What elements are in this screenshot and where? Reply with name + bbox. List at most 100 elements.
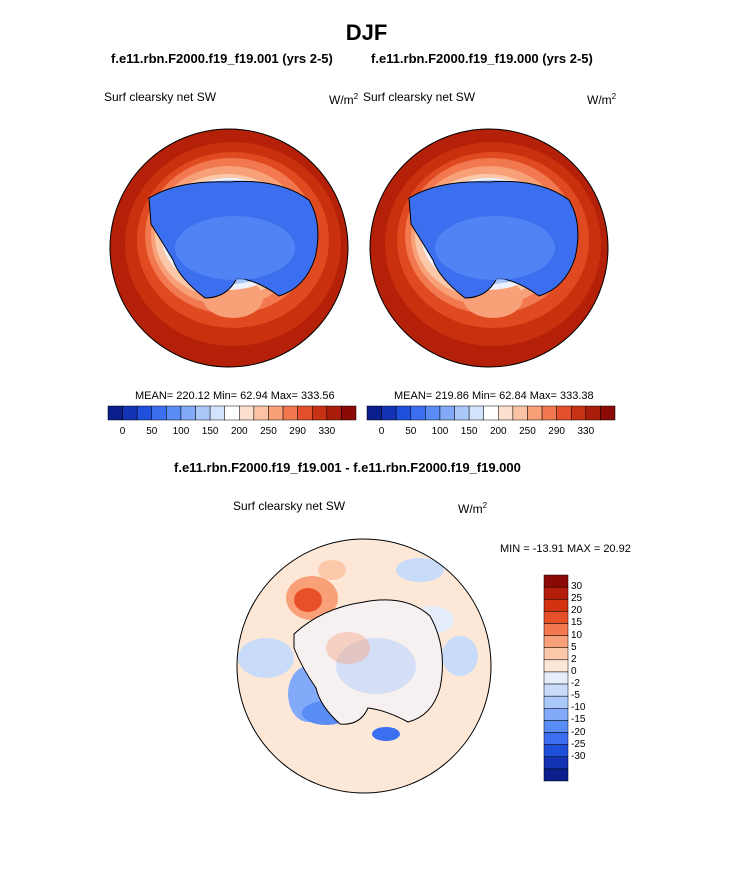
colorbar-swatch — [311, 405, 328, 421]
colorbar-swatch — [395, 405, 412, 421]
colorbar-swatch — [543, 671, 569, 685]
colorbar-tick-label: 250 — [519, 426, 536, 437]
colorbar-tick-label: 330 — [577, 426, 595, 437]
colorbar-swatch — [268, 405, 284, 421]
colorbar-swatch — [195, 405, 211, 421]
colorbar-tick-label: 15 — [571, 617, 583, 629]
colorbar-swatch — [326, 405, 342, 421]
colorbar-swatch — [341, 405, 357, 421]
colorbar-swatch — [381, 405, 397, 421]
colorbar-swatch — [543, 574, 569, 588]
colorbar-swatch — [543, 695, 569, 709]
colorbar-tick-label: 330 — [318, 426, 336, 437]
colorbar-swatch — [600, 405, 616, 421]
colorbar-swatch — [425, 405, 441, 421]
colorbar-swatch — [527, 405, 543, 421]
right-panel-title: f.e11.rbn.F2000.f19_f19.000 (yrs 2-5) — [371, 51, 593, 66]
colorbar-swatch — [122, 405, 138, 421]
colorbar-swatch — [543, 708, 569, 721]
colorbar-swatch — [543, 720, 569, 733]
colorbar-swatch — [136, 405, 153, 421]
colorbar-swatch — [410, 405, 426, 421]
diff-stats: MIN = -13.91 MAX = 20.92 — [500, 543, 631, 555]
colorbar-tick-label: 50 — [146, 426, 158, 437]
left-units-label: W/m2 — [329, 92, 359, 107]
colorbar-tick-label: 5 — [571, 641, 577, 653]
colorbar-tick-label: 290 — [289, 426, 306, 437]
colorbar-swatch — [543, 623, 569, 636]
colorbar-tick-label: 30 — [571, 581, 583, 593]
colorbar-tick-label: 290 — [548, 426, 565, 437]
diff-units-label: W/m2 — [458, 501, 488, 516]
colorbar-tick-label: 25 — [571, 593, 583, 605]
colorbar-swatch — [543, 732, 569, 745]
colorbar-swatch — [224, 405, 240, 421]
colorbar-swatch — [556, 405, 572, 421]
colorbar-tick-label: 200 — [489, 426, 507, 437]
right-units-label: W/m2 — [587, 92, 617, 107]
colorbar-tick-label: 0 — [119, 426, 126, 437]
colorbar-swatch — [439, 405, 455, 421]
colorbar-swatch — [297, 405, 313, 421]
colorbar-swatch — [498, 405, 514, 421]
colorbar-swatch — [543, 756, 569, 770]
diff-colorbar — [543, 574, 569, 782]
colorbar-tick-label: 250 — [260, 426, 277, 437]
colorbar-tick-label: -10 — [571, 702, 586, 714]
colorbar-tick-label: 50 — [405, 426, 417, 437]
colorbar-swatch — [543, 611, 569, 624]
colorbar-tick-label: 0 — [378, 426, 385, 437]
colorbar-tick-label: 0 — [571, 665, 577, 677]
colorbar-tick-label: -15 — [571, 714, 586, 726]
colorbar-swatch — [468, 405, 484, 421]
colorbar-swatch — [180, 405, 196, 421]
colorbar-tick-label: -2 — [571, 678, 580, 690]
colorbar-tick-label: 150 — [201, 426, 219, 437]
left-panel-title: f.e11.rbn.F2000.f19_f19.001 (yrs 2-5) — [111, 51, 333, 66]
colorbar-swatch — [166, 405, 182, 421]
colorbar-tick-label: 100 — [431, 426, 449, 437]
colorbar-tick-label: -5 — [571, 690, 580, 702]
colorbar-swatch — [543, 768, 569, 782]
colorbar-swatch — [543, 744, 569, 758]
diff-variable-label: Surf clearsky net SW — [233, 499, 346, 513]
colorbar-swatch — [512, 405, 528, 421]
left-stats: MEAN= 220.12 Min= 62.94 Max= 333.56 — [135, 390, 335, 402]
colorbar-swatch — [541, 405, 557, 421]
colorbar-swatch — [543, 598, 569, 612]
colorbar-tick-label: 2 — [571, 653, 577, 665]
left-polar-map — [109, 128, 349, 368]
colorbar-swatch — [483, 405, 499, 421]
difference-title: f.e11.rbn.F2000.f19_f19.001 - f.e11.rbn.… — [174, 460, 521, 475]
right-stats: MEAN= 219.86 Min= 62.84 Max= 333.38 — [394, 390, 594, 402]
colorbar-swatch — [543, 586, 569, 600]
colorbar-swatch — [239, 405, 255, 421]
colorbar-swatch — [282, 405, 298, 421]
colorbar-swatch — [454, 405, 470, 421]
colorbar-swatch — [543, 659, 569, 673]
colorbar-tick-label: 10 — [571, 629, 583, 641]
right-colorbar — [366, 405, 616, 421]
colorbar-tick-label: 200 — [230, 426, 248, 437]
colorbar-tick-label: 150 — [460, 426, 478, 437]
colorbar-swatch — [543, 683, 569, 697]
right-variable-label: Surf clearsky net SW — [363, 90, 476, 104]
colorbar-tick-label: -20 — [571, 726, 586, 738]
colorbar-swatch — [543, 647, 569, 661]
colorbar-tick-label: -25 — [571, 738, 586, 750]
colorbar-swatch — [107, 405, 123, 421]
colorbar-swatch — [151, 405, 167, 421]
colorbar-swatch — [570, 405, 587, 421]
colorbar-swatch — [366, 405, 382, 421]
right-polar-map — [369, 128, 609, 368]
left-variable-label: Surf clearsky net SW — [104, 90, 217, 104]
colorbar-swatch — [543, 635, 569, 648]
left-colorbar — [107, 405, 357, 421]
colorbar-swatch — [253, 405, 269, 421]
colorbar-tick-label: 20 — [571, 605, 583, 617]
colorbar-swatch — [209, 405, 225, 421]
colorbar-tick-label: -30 — [571, 750, 586, 762]
colorbar-swatch — [585, 405, 601, 421]
colorbar-tick-label: 100 — [172, 426, 190, 437]
difference-polar-map — [236, 538, 492, 794]
